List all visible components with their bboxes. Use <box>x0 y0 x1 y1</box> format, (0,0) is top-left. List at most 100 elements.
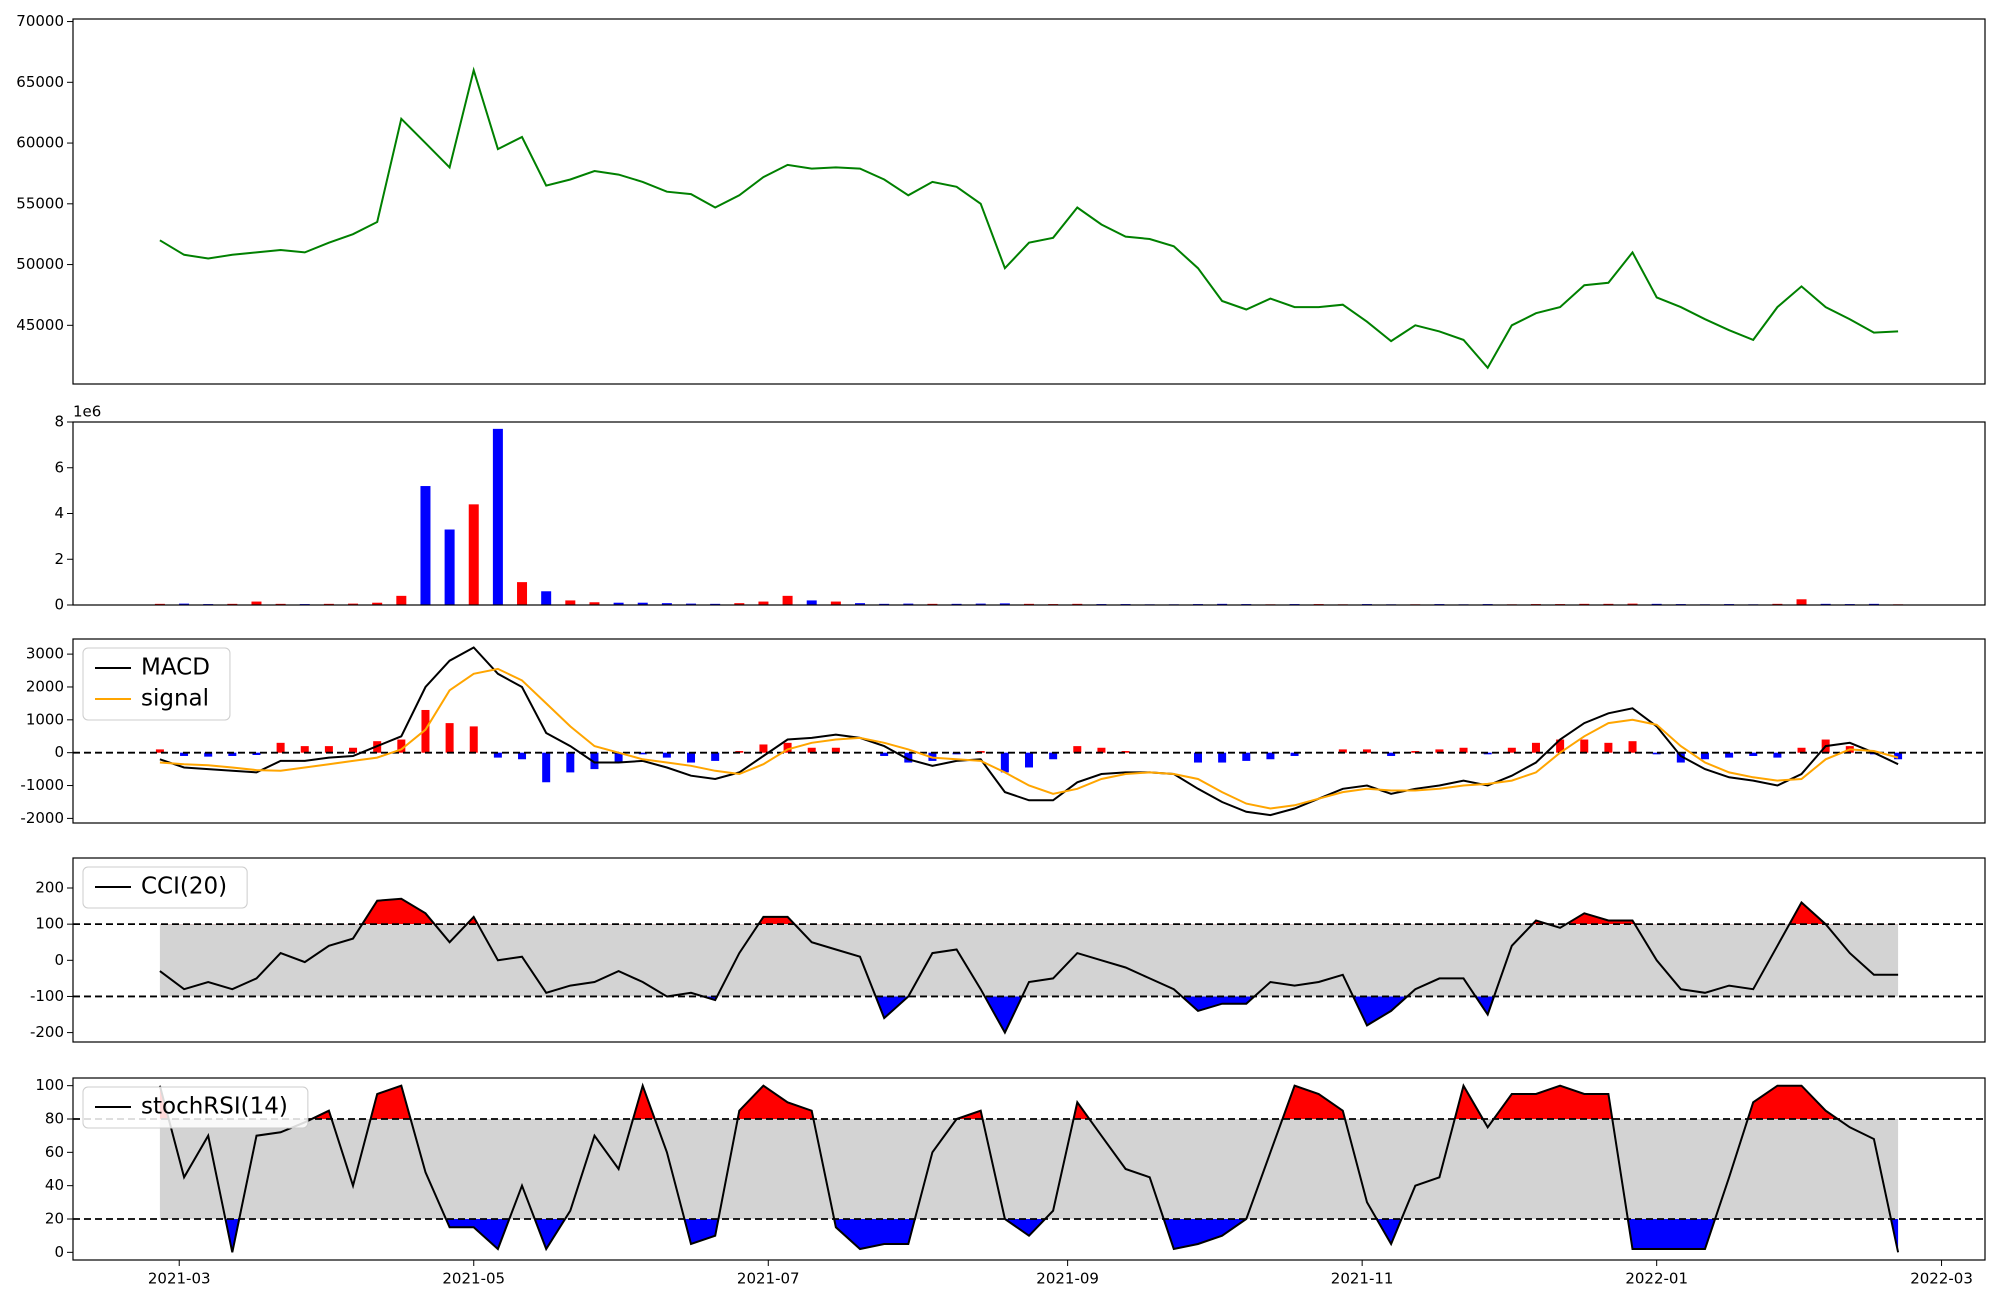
volume-bar <box>372 602 383 605</box>
histogram-bar <box>1073 746 1082 753</box>
y-tick-label: 50000 <box>16 255 64 273</box>
volume-bar <box>396 595 407 605</box>
volume-bar <box>541 591 552 605</box>
line <box>159 66 1899 370</box>
volume-bar <box>830 601 841 605</box>
histogram-bar <box>566 752 575 773</box>
y-tick-label: 55000 <box>16 194 64 212</box>
histogram-bar <box>880 752 889 756</box>
histogram-bar <box>445 723 454 753</box>
histogram-bar <box>1000 752 1009 773</box>
histogram-bar <box>300 746 309 753</box>
histogram-bar <box>759 744 768 753</box>
histogram-bar <box>1121 751 1130 753</box>
histogram-bar <box>252 752 261 755</box>
panel-frame <box>72 421 1986 606</box>
volume-bar <box>758 601 769 605</box>
histogram-bar <box>1459 747 1468 753</box>
volume-bar <box>444 529 455 605</box>
histogram-bar <box>1556 739 1565 753</box>
line <box>159 667 1899 810</box>
histogram-bar <box>469 726 478 753</box>
y-tick-label: 6 <box>54 458 64 476</box>
y-tick-label: 60000 <box>16 134 64 152</box>
histogram-bar <box>1507 747 1516 753</box>
y-tick-label: 2 <box>54 550 64 568</box>
volume-bar <box>468 504 479 605</box>
histogram-bar <box>349 747 358 753</box>
volume-bar <box>855 603 866 605</box>
volume-bar <box>492 428 503 605</box>
histogram-bar <box>1266 752 1275 760</box>
histogram-bar <box>518 752 527 760</box>
histogram-bar <box>904 752 913 763</box>
histogram-bar <box>228 752 237 756</box>
histogram-bar <box>1580 739 1589 753</box>
legend-box <box>82 866 248 909</box>
histogram-bar <box>155 749 164 753</box>
volume-bar <box>589 602 600 605</box>
x-tick-label: 2021-03 <box>148 1270 211 1288</box>
histogram-bar <box>421 709 430 753</box>
volume-bar <box>903 603 914 605</box>
y-tick-label: 0 <box>54 1243 64 1261</box>
y-tick-label: 0 <box>54 951 64 969</box>
legend-label: MACD <box>141 655 210 681</box>
volume-bar <box>734 603 745 605</box>
y-tick-label: 8 <box>54 413 64 431</box>
x-tick-label: 2021-07 <box>737 1270 800 1288</box>
x-tick-label: 2022-03 <box>1910 1270 1973 1288</box>
histogram-bar <box>1338 749 1347 753</box>
y-tick-label: -100 <box>30 987 64 1005</box>
histogram-bar <box>493 752 502 758</box>
histogram-bar <box>614 752 623 763</box>
y-tick-label: 3000 <box>26 645 64 663</box>
volume-bar <box>637 602 648 605</box>
histogram-bar <box>204 752 213 757</box>
y-tick-label: 40 <box>45 1176 64 1194</box>
histogram-bar <box>1218 752 1227 763</box>
legend-box <box>82 1086 309 1129</box>
histogram-bar <box>590 752 599 770</box>
histogram-bar <box>1676 752 1685 763</box>
histogram-bar <box>687 752 696 763</box>
histogram-bar <box>638 752 647 755</box>
histogram-bar <box>1797 747 1806 753</box>
volume-bar <box>806 600 817 605</box>
y-tick-label: 65000 <box>16 73 64 91</box>
x-tick-label: 2021-05 <box>442 1270 505 1288</box>
x-tick-label: 2021-11 <box>1331 1270 1394 1288</box>
histogram-bar <box>711 752 720 761</box>
histogram-bar <box>1531 742 1540 753</box>
histogram-bar <box>1025 752 1033 768</box>
y-tick-label: 200 <box>35 879 64 897</box>
y-tick-label: -2000 <box>20 809 64 827</box>
y-tick-label: 1000 <box>26 710 64 728</box>
y-tick-label: 0 <box>54 743 64 761</box>
histogram-bar <box>1652 752 1661 755</box>
volume-bar <box>999 603 1010 605</box>
volume-bar <box>179 603 190 605</box>
histogram-bar <box>1700 752 1709 760</box>
histogram-bar <box>1362 749 1371 753</box>
y-tick-label: 0 <box>54 596 64 614</box>
volume-bar <box>782 595 793 605</box>
histogram-bar <box>1894 752 1903 760</box>
volume-bar <box>975 603 986 605</box>
line <box>159 646 1899 817</box>
histogram-bar <box>397 739 406 753</box>
histogram-bar <box>783 742 792 753</box>
histogram-bar <box>807 747 816 753</box>
legend-label: signal <box>141 686 209 712</box>
y-tick-label: 80 <box>45 1110 64 1128</box>
y-tick-label: -200 <box>30 1023 64 1041</box>
histogram-bar <box>1049 752 1058 760</box>
neutral-band <box>159 1119 1899 1219</box>
volume-bar <box>251 601 262 605</box>
volume-bar <box>565 600 576 605</box>
histogram-bar <box>1290 752 1299 756</box>
offset-label: 1e6 <box>73 403 101 421</box>
x-tick-label: 2021-09 <box>1036 1270 1099 1288</box>
histogram-bar <box>1725 752 1734 758</box>
